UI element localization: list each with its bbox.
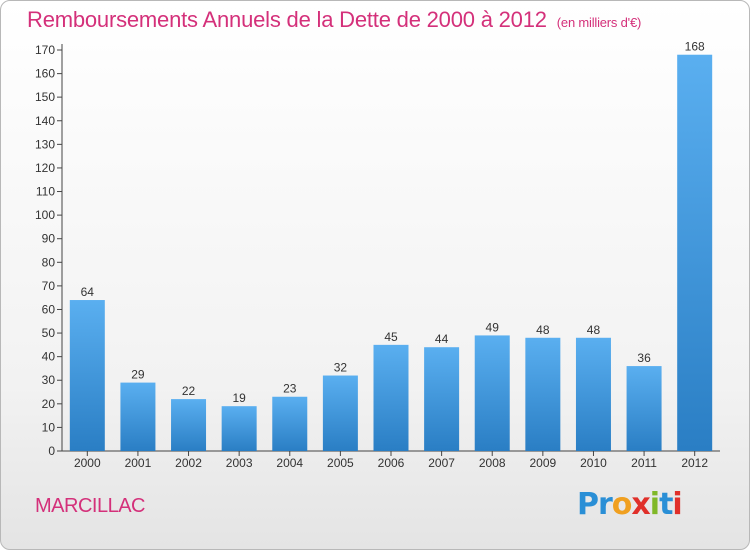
data-label: 48	[587, 323, 601, 337]
data-label: 22	[182, 384, 196, 398]
bar-2001	[120, 382, 156, 451]
x-tick-label: 2003	[226, 456, 253, 470]
x-tick-label: 2006	[378, 456, 405, 470]
logo-letter: r	[598, 487, 613, 522]
x-tick-label: 2000	[74, 456, 101, 470]
y-tick-label: 20	[42, 397, 56, 411]
data-label: 168	[685, 40, 705, 54]
bar-2005	[322, 375, 358, 451]
y-tick-label: 0	[48, 444, 55, 458]
y-tick-label: 120	[35, 161, 55, 175]
data-label: 32	[334, 361, 348, 375]
y-tick-label: 130	[35, 137, 55, 151]
x-tick-label: 2009	[529, 456, 556, 470]
bar-2012	[677, 54, 713, 451]
y-tick-label: 140	[35, 114, 55, 128]
proxiti-logo: Proxiti	[577, 487, 683, 522]
y-tick-label: 110	[36, 185, 55, 199]
x-tick-label: 2001	[125, 456, 152, 470]
unit-note: (en milliers d'€)	[556, 15, 642, 30]
bar-2007	[424, 347, 460, 451]
bar-2002	[171, 399, 207, 451]
logo-letter: t	[659, 487, 673, 522]
data-label: 19	[232, 391, 246, 405]
bar-2003	[221, 406, 257, 451]
x-tick-label: 2004	[276, 456, 303, 470]
chart-axes: 0 10 20 30 40 50 60 70 80 90 100 110 120 130 140 150 160…	[35, 43, 720, 470]
y-tick-label: 150	[35, 90, 55, 104]
y-tick-label: 100	[35, 208, 55, 222]
y-tick-label: 60	[42, 302, 56, 316]
logo-letter: o	[611, 487, 633, 522]
logo-letter: P	[577, 487, 599, 522]
y-tick-label: 70	[42, 279, 56, 293]
bar-2008	[474, 335, 510, 451]
data-label: 23	[283, 382, 297, 396]
bar-2009	[525, 337, 561, 451]
y-tick-label: 40	[42, 350, 56, 364]
data-label: 45	[384, 330, 398, 344]
bar-2006	[373, 344, 409, 451]
x-tick-label: 2005	[327, 456, 354, 470]
y-tick-label: 80	[42, 255, 56, 269]
y-tick-label: 170	[35, 43, 55, 57]
data-label: 44	[435, 332, 449, 346]
data-label: 48	[536, 323, 550, 337]
logo-letter: i	[649, 487, 660, 522]
bar-2010	[575, 337, 611, 451]
data-label: 49	[486, 320, 500, 334]
x-tick-label: 2010	[580, 456, 607, 470]
x-tick-label: 2008	[479, 456, 506, 470]
chart-bars: 64 29 22 19 23 32 45 44 49 48 48 36 168	[69, 40, 713, 451]
chart-title-text: Remboursements Annuels de la Dette de 20…	[27, 7, 547, 32]
x-tick-label: 2002	[175, 456, 202, 470]
data-label: 36	[637, 351, 651, 365]
x-tick-label: 2012	[681, 456, 708, 470]
x-tick-label: 2007	[428, 456, 455, 470]
y-tick-label: 30	[42, 373, 56, 387]
y-tick-label: 10	[42, 420, 56, 434]
bar-2000	[69, 300, 105, 451]
y-tick-label: 160	[35, 67, 55, 81]
data-label: 29	[131, 368, 145, 382]
bar-2011	[626, 366, 662, 451]
logo-letter: x	[631, 487, 650, 522]
y-tick-label: 50	[42, 326, 56, 340]
chart-title: Remboursements Annuels de la Dette de 20…	[27, 7, 641, 33]
logo-letter: i	[672, 487, 682, 522]
data-label: 64	[81, 285, 95, 299]
commune-name: MARCILLAC	[35, 495, 145, 517]
y-tick-label: 90	[42, 232, 56, 246]
bar-2004	[272, 396, 308, 451]
x-tick-label: 2011	[631, 456, 657, 470]
